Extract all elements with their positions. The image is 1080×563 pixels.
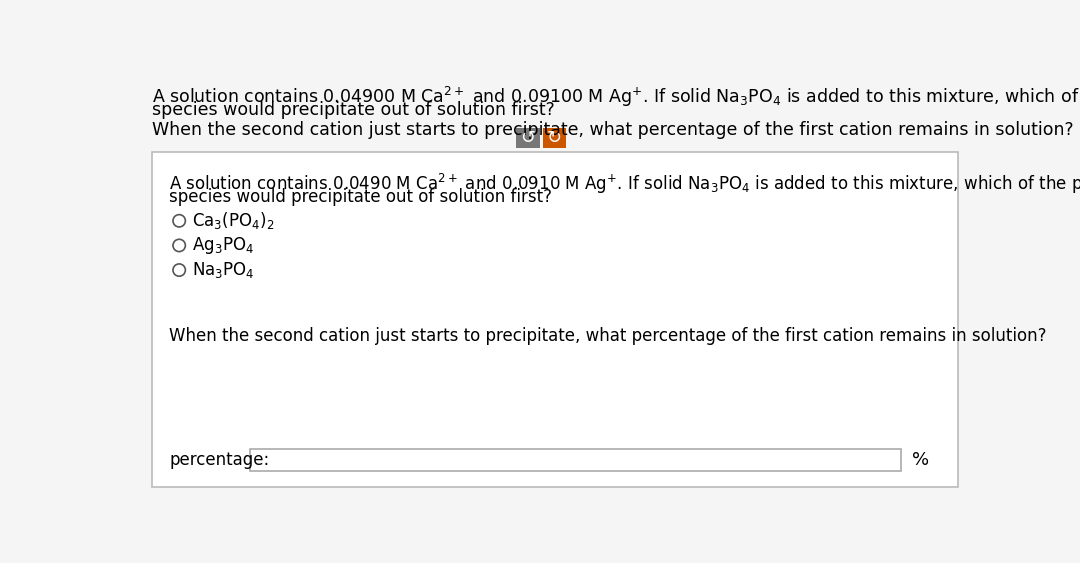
FancyBboxPatch shape bbox=[249, 449, 901, 471]
Text: A solution contains 0.0490 M Ca$^{2+}$ and 0.0910 M Ag$^{+}$. If solid Na$_3$PO$: A solution contains 0.0490 M Ca$^{2+}$ a… bbox=[170, 172, 1080, 195]
FancyBboxPatch shape bbox=[542, 128, 566, 149]
Text: percentage:: percentage: bbox=[170, 452, 269, 469]
Text: When the second cation just starts to precipitate, what percentage of the first : When the second cation just starts to pr… bbox=[170, 327, 1047, 345]
Text: species would precipitate out of solution first?: species would precipitate out of solutio… bbox=[152, 101, 555, 119]
Text: When the second cation just starts to precipitate, what percentage of the first : When the second cation just starts to pr… bbox=[152, 120, 1074, 138]
Text: ↺: ↺ bbox=[521, 129, 536, 148]
Text: Ag$_3$PO$_4$: Ag$_3$PO$_4$ bbox=[192, 235, 254, 256]
Text: Ca$_3$(PO$_4$)$_2$: Ca$_3$(PO$_4$)$_2$ bbox=[192, 211, 274, 231]
Text: A solution contains 0.04900 M Ca$^{2+}$ and 0.09100 M Ag$^{+}$. If solid Na$_3$P: A solution contains 0.04900 M Ca$^{2+}$ … bbox=[152, 85, 1080, 109]
Text: %: % bbox=[912, 452, 929, 469]
Text: ↻: ↻ bbox=[546, 129, 562, 148]
Text: species would precipitate out of solution first?: species would precipitate out of solutio… bbox=[170, 189, 552, 207]
Text: Na$_3$PO$_4$: Na$_3$PO$_4$ bbox=[192, 260, 255, 280]
FancyBboxPatch shape bbox=[516, 128, 540, 149]
FancyBboxPatch shape bbox=[152, 152, 958, 487]
